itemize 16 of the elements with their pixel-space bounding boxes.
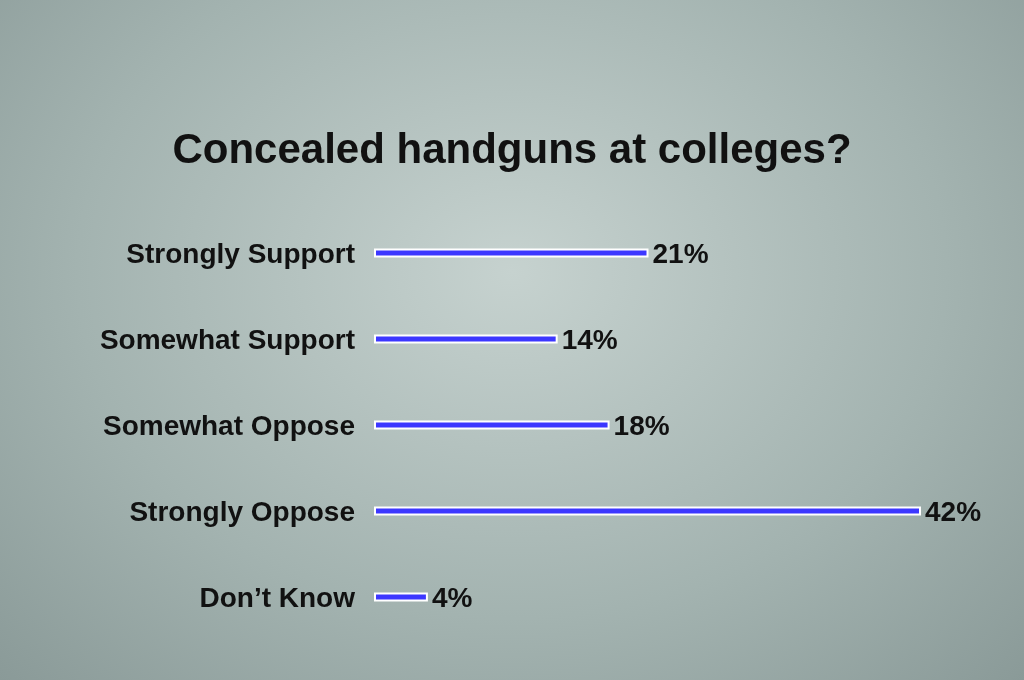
- data-label: 18%: [613, 410, 670, 441]
- y-tick-label: Somewhat Support: [99, 323, 355, 355]
- chart-title: Concealed handguns at colleges?: [171, 125, 853, 173]
- bar: [374, 592, 428, 602]
- data-label: 14%: [561, 324, 618, 355]
- bar: [374, 248, 649, 258]
- data-label: 21%: [652, 238, 709, 269]
- bar: [374, 334, 558, 344]
- data-label: 42%: [925, 496, 982, 527]
- y-tick-label: Don’t Know: [199, 581, 356, 613]
- bar: [374, 506, 921, 516]
- y-tick-label: Strongly Oppose: [129, 495, 355, 527]
- data-label: 4%: [431, 582, 473, 613]
- y-tick-label: Strongly Support: [126, 237, 355, 269]
- bar: [374, 420, 610, 430]
- y-tick-label: Somewhat Oppose: [102, 409, 355, 441]
